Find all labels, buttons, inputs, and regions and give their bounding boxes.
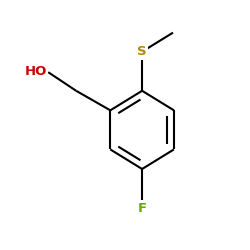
Text: F: F [138,202,147,214]
Text: S: S [137,45,147,58]
Text: HO: HO [24,65,47,78]
